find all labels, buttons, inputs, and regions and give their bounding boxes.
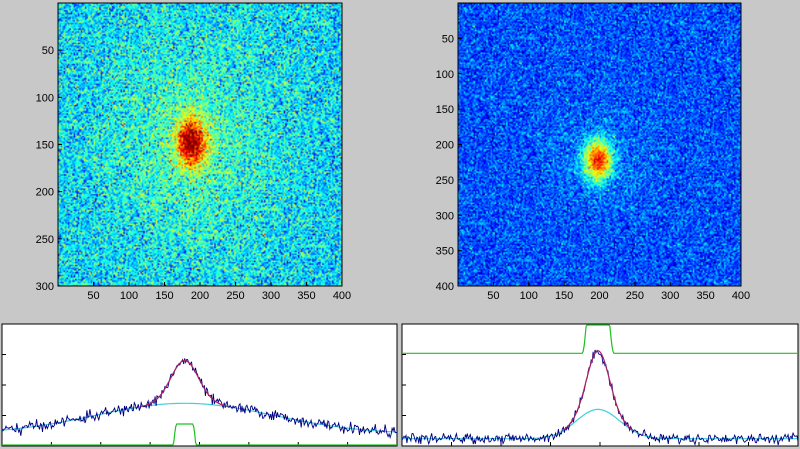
y-tick-label: 200 xyxy=(436,140,454,152)
x-tick-label: 100 xyxy=(120,290,138,302)
y-tick-label: 350 xyxy=(436,246,454,258)
profile-fit-line xyxy=(563,350,634,431)
y-tick-label: 150 xyxy=(436,104,454,116)
x-tick-label: 150 xyxy=(155,290,173,302)
y-tick-label: 400 xyxy=(436,281,454,293)
y-tick-label: 300 xyxy=(36,281,54,293)
y-tick-label: 100 xyxy=(436,69,454,81)
x-tick-label: 200 xyxy=(590,290,608,302)
image-panel-left: 50 100 150 200 250 300 350 400 50 100 150 200 250 300 xyxy=(36,2,352,302)
x-tick-label: 250 xyxy=(226,290,244,302)
x-tick-label: 150 xyxy=(555,290,573,302)
profile-fit-line xyxy=(141,359,229,407)
profile-plot-left-lines xyxy=(1,354,398,446)
x-tick-label: 50 xyxy=(87,290,99,302)
profile-background-line xyxy=(1,402,397,433)
heatmap-image-left xyxy=(58,3,342,286)
profile-plot-right-background xyxy=(401,323,799,447)
profile-plot-left xyxy=(1,323,398,447)
x-tick-label: 300 xyxy=(661,290,679,302)
x-tick-label: 400 xyxy=(732,290,750,302)
x-tick-label: 350 xyxy=(297,290,315,302)
axis-ticks-left: 50 100 150 200 250 300 350 400 50 100 150 200 250 300 xyxy=(36,45,352,302)
y-tick-label: 300 xyxy=(436,210,454,222)
x-tick-label: 400 xyxy=(333,290,351,302)
x-tick-label: 200 xyxy=(191,290,209,302)
y-tick-label: 250 xyxy=(36,234,54,246)
profile-data-line xyxy=(401,349,799,446)
y-tick-label: 200 xyxy=(36,187,54,199)
profile-mask-line xyxy=(2,423,397,446)
x-tick-label: 350 xyxy=(696,290,714,302)
image-panel-right: 50 100 150 200 250 300 350 400 50 100 150 200 250 300… xyxy=(436,2,751,302)
x-tick-label: 100 xyxy=(520,290,538,302)
axis-ticks-right: 50 100 150 200 250 300 350 400 50 100 150 200 250 300… xyxy=(436,33,751,302)
y-tick-label: 50 xyxy=(42,45,54,57)
profile-plot-right xyxy=(401,323,799,447)
x-tick-label: 50 xyxy=(487,290,499,302)
profile-data-line xyxy=(1,358,398,440)
profile-plot-left-background xyxy=(1,323,398,447)
y-tick-label: 100 xyxy=(36,92,54,104)
x-tick-label: 300 xyxy=(262,290,280,302)
heatmap-image-right xyxy=(458,3,741,286)
profile-plot-right-lines xyxy=(401,324,799,446)
y-tick-label: 50 xyxy=(442,33,454,45)
profile-mask-line xyxy=(402,324,798,354)
y-tick-label: 250 xyxy=(436,175,454,187)
x-tick-label: 250 xyxy=(626,290,644,302)
y-tick-label: 150 xyxy=(36,140,54,152)
